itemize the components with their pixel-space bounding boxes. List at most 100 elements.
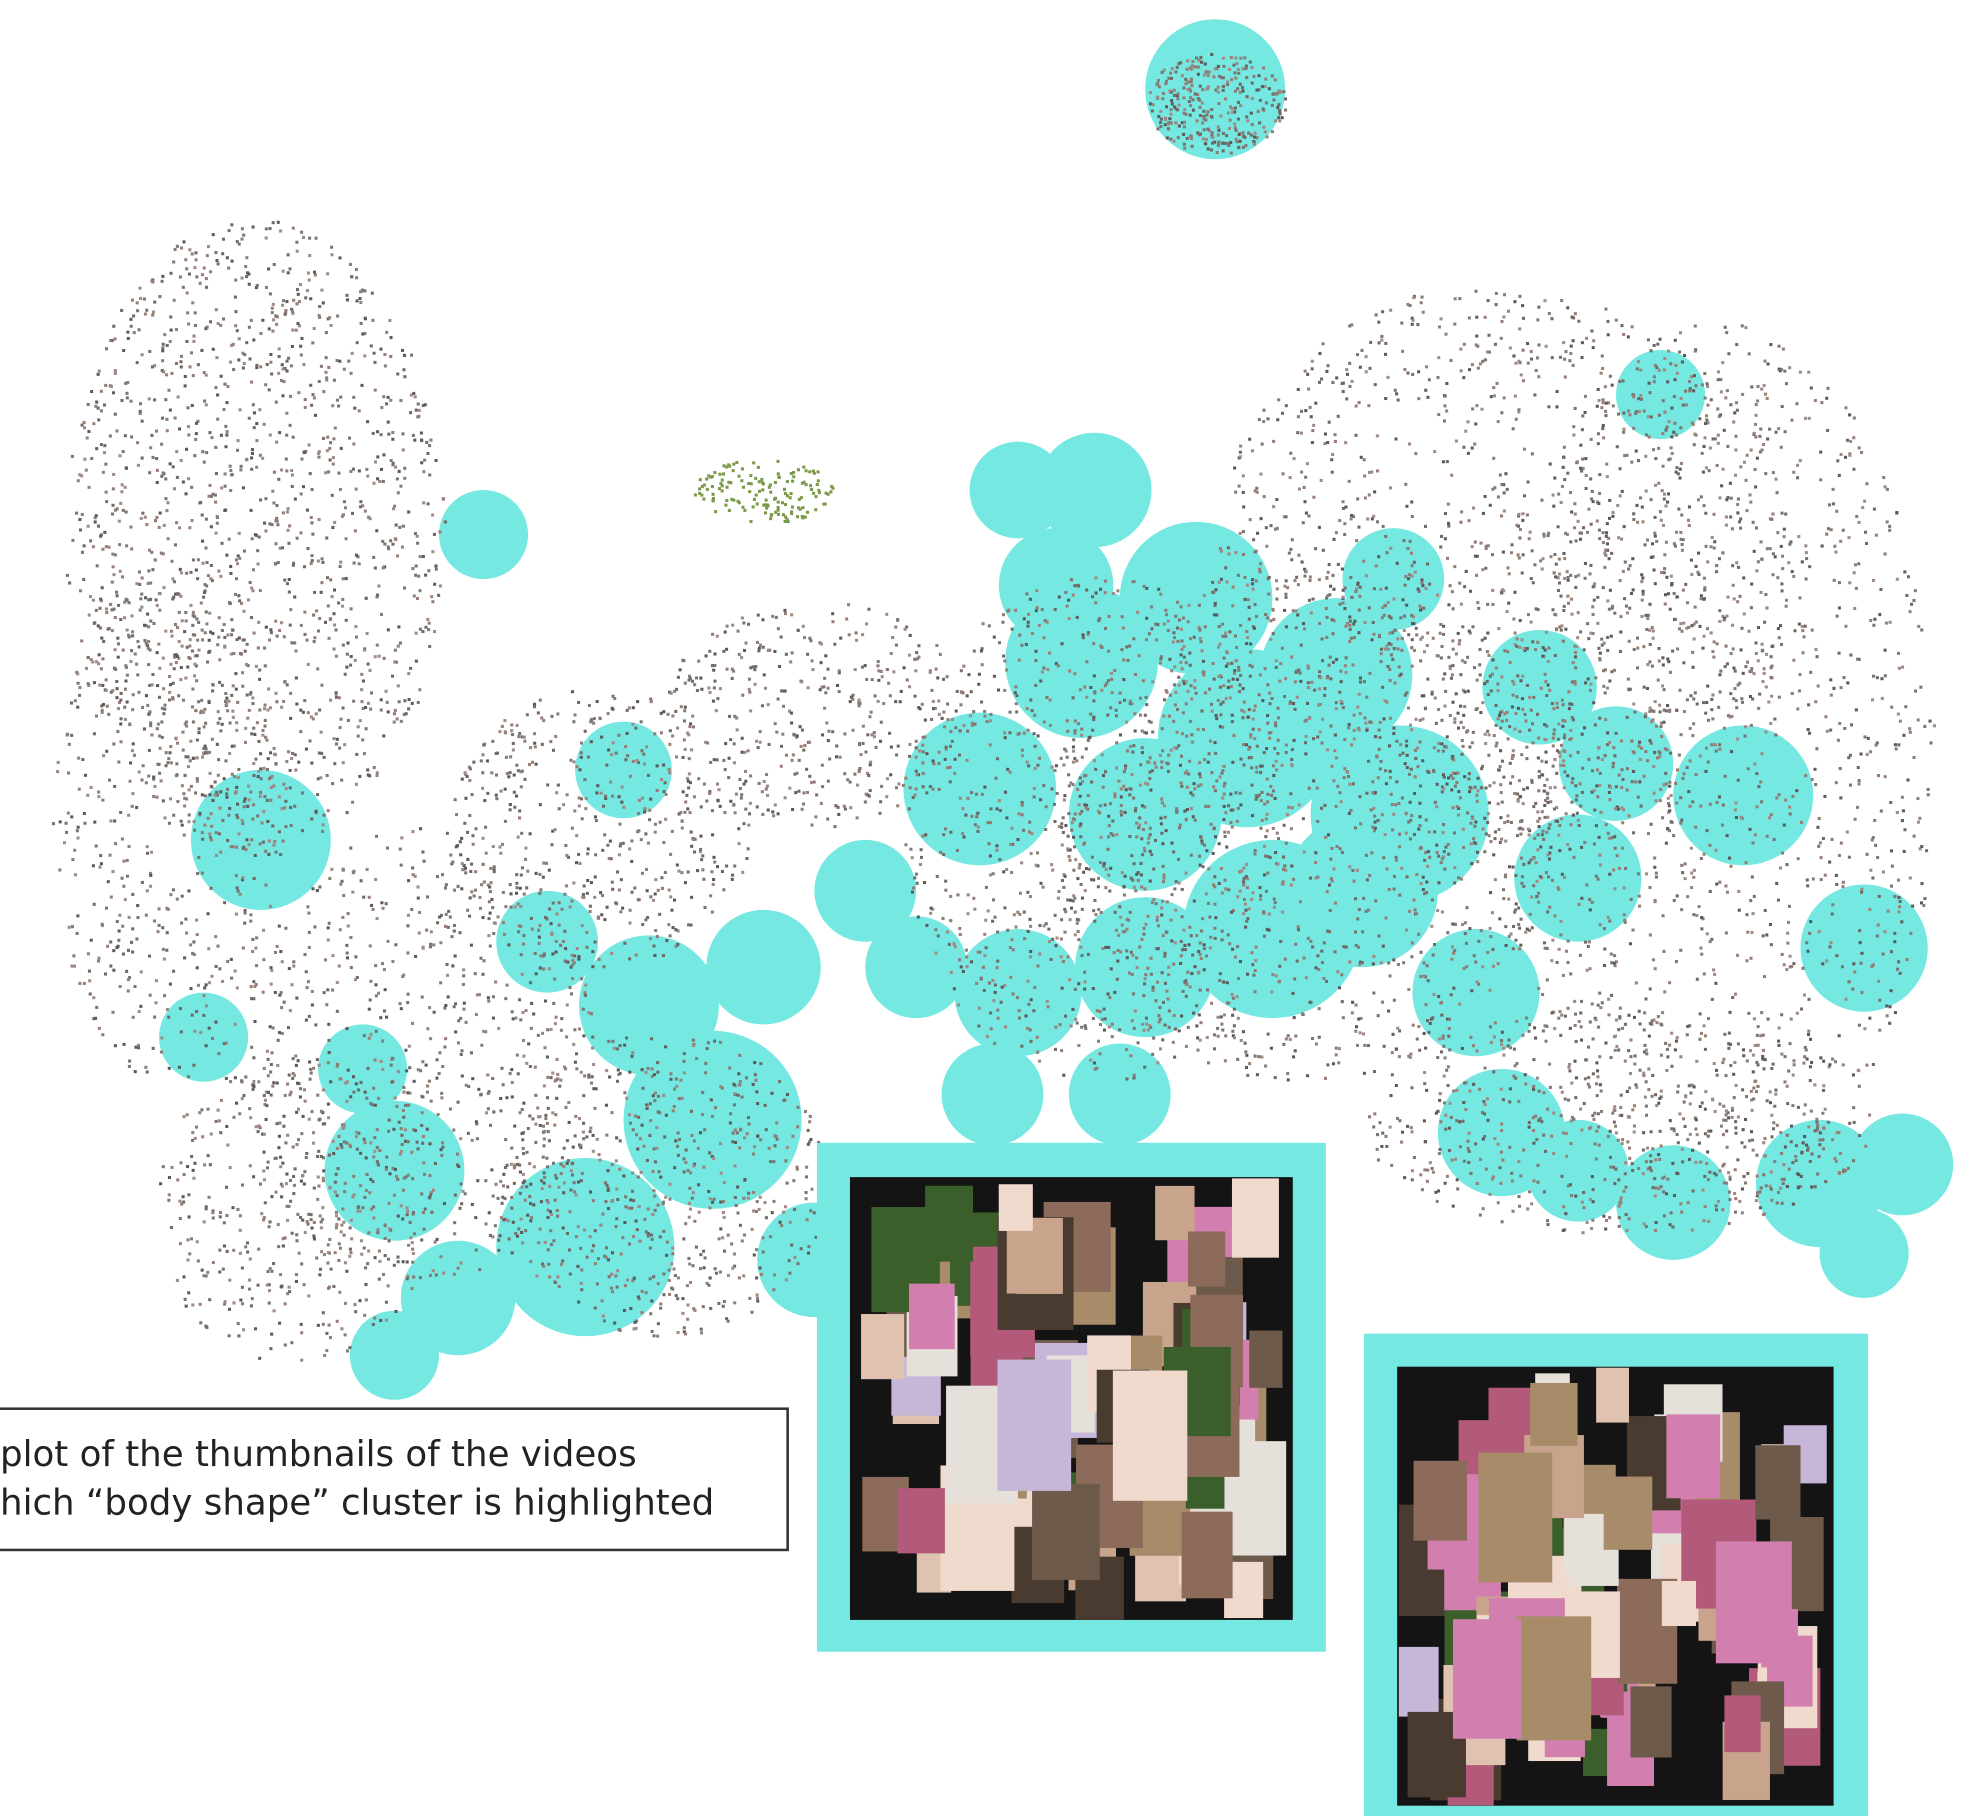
scatter-dot	[701, 854, 705, 858]
scatter-dot	[712, 855, 716, 859]
scatter-dot	[222, 622, 226, 627]
scatter-dot	[659, 731, 663, 735]
scatter-dot	[837, 690, 841, 694]
scatter-dot	[195, 779, 200, 783]
scatter-dot	[335, 358, 339, 362]
scatter-dot	[311, 341, 315, 345]
scatter-dot	[119, 691, 123, 695]
scatter-dot	[486, 1073, 490, 1077]
scatter-dot	[115, 507, 119, 511]
scatter-dot	[670, 829, 674, 833]
scatter-dot	[210, 974, 214, 978]
scatter-dot	[115, 429, 119, 433]
scatter-dot	[872, 731, 876, 735]
scatter-dot	[848, 780, 852, 784]
scatter-dot	[656, 1282, 660, 1286]
scatter-dot	[80, 474, 84, 478]
scatter-dot	[1029, 1039, 1033, 1043]
scatter-dot	[262, 1094, 266, 1098]
scatter-dot	[214, 1020, 218, 1024]
scatter-dot	[202, 747, 206, 751]
scatter-dot	[182, 1115, 186, 1119]
scatter-dot	[1020, 800, 1024, 805]
scatter-dot	[298, 324, 302, 328]
scatter-dot	[1275, 831, 1279, 835]
scatter-dot	[529, 916, 533, 920]
scatter-dot	[318, 708, 322, 712]
scatter-dot	[914, 669, 918, 673]
scatter-dot	[278, 431, 282, 435]
scatter-dot	[219, 1131, 223, 1135]
scatter-dot	[800, 807, 804, 811]
scatter-dot	[291, 563, 295, 567]
scatter-dot	[559, 1162, 563, 1166]
scatter-dot	[962, 724, 966, 728]
scatter-dot	[917, 655, 921, 659]
scatter-dot	[413, 531, 417, 536]
scatter-dot	[551, 1071, 555, 1075]
scatter-dot	[340, 1327, 344, 1331]
scatter-dot	[604, 1255, 608, 1259]
scatter-dot	[348, 1254, 352, 1258]
scatter-dot	[867, 794, 871, 798]
scatter-dot	[203, 794, 207, 798]
scatter-dot	[428, 473, 432, 477]
scatter-dot	[649, 1233, 654, 1237]
scatter-dot	[450, 862, 454, 866]
scatter-dot	[100, 636, 104, 640]
scatter-dot	[105, 944, 110, 948]
scatter-dot	[210, 436, 214, 440]
scatter-dot	[908, 685, 912, 689]
scatter-dot	[183, 384, 187, 388]
scatter-dot	[225, 795, 229, 799]
scatter-dot	[375, 643, 379, 647]
scatter-dot	[303, 451, 307, 455]
scatter-dot	[247, 1278, 252, 1282]
scatter-dot	[311, 887, 315, 891]
scatter-dot	[604, 1103, 608, 1107]
scatter-dot	[265, 798, 269, 802]
scatter-dot	[513, 1163, 517, 1167]
scatter-dot	[783, 1205, 788, 1209]
scatter-dot	[178, 1216, 182, 1221]
scatter-dot	[200, 348, 204, 352]
scatter-dot	[284, 457, 288, 461]
scatter-dot	[1158, 753, 1162, 757]
scatter-dot	[630, 859, 634, 863]
scatter-dot	[722, 888, 726, 892]
scatter-dot	[757, 649, 761, 653]
scatter-dot	[402, 1176, 406, 1180]
scatter-dot	[882, 701, 886, 706]
scatter-dot	[1182, 679, 1186, 683]
scatter-dot	[310, 403, 314, 407]
scatter-dot	[249, 318, 253, 322]
scatter-dot	[808, 774, 812, 778]
scatter-dot	[269, 1070, 273, 1074]
scatter-dot	[1193, 787, 1197, 791]
scatter-dot	[280, 705, 284, 709]
scatter-dot	[373, 1149, 377, 1153]
scatter-dot	[547, 1139, 551, 1143]
scatter-dot	[431, 513, 435, 517]
scatter-dot	[158, 734, 162, 738]
scatter-dot	[140, 419, 144, 423]
scatter-dot	[585, 1255, 589, 1259]
scatter-dot	[284, 825, 288, 829]
scatter-dot	[684, 1160, 688, 1165]
scatter-dot	[681, 790, 685, 794]
scatter-dot	[441, 1141, 445, 1145]
scatter-dot	[749, 709, 753, 713]
scatter-dot	[648, 808, 652, 812]
scatter-dot	[1010, 627, 1014, 631]
scatter-dot	[137, 645, 141, 649]
scatter-dot	[512, 773, 516, 777]
scatter-dot	[631, 1189, 635, 1193]
scatter-dot	[518, 1170, 522, 1174]
scatter-dot	[379, 1059, 383, 1063]
scatter-dot	[214, 500, 218, 504]
scatter-dot	[609, 780, 613, 784]
scatter-dot	[544, 1117, 548, 1121]
scatter-dot	[610, 1286, 614, 1290]
scatter-dot	[109, 602, 113, 606]
scatter-dot	[265, 1166, 269, 1170]
